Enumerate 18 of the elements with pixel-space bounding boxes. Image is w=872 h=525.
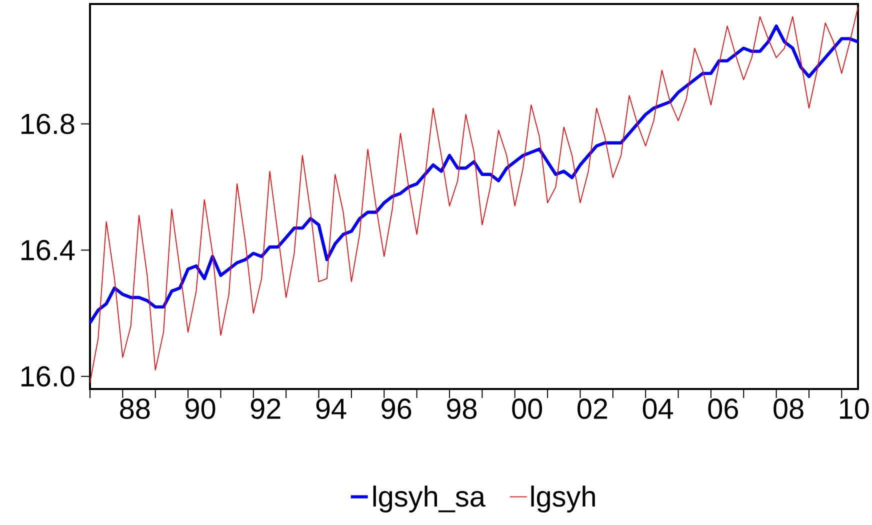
x-tick-label: 90 bbox=[186, 398, 216, 419]
x-tick-label: 94 bbox=[316, 398, 346, 419]
x-tick-label: 98 bbox=[447, 398, 477, 419]
x-tick-label: 04 bbox=[642, 398, 674, 419]
legend-label: lgsyh bbox=[531, 486, 595, 513]
line-series bbox=[90, 6, 858, 384]
x-tick-label: 96 bbox=[382, 398, 412, 419]
x-tick-label: 08 bbox=[774, 398, 804, 419]
x-tick-label: 06 bbox=[708, 398, 738, 419]
y-tick-label: 16.0 bbox=[21, 366, 74, 387]
x-tick-label: 10 bbox=[840, 398, 869, 419]
x-tick-label: 00 bbox=[512, 398, 542, 419]
y-tick-label: 16.8 bbox=[21, 114, 74, 134]
x-tick-label: 88 bbox=[120, 398, 150, 419]
x-tick-label: 02 bbox=[578, 398, 608, 419]
x-tick-label: 92 bbox=[250, 398, 280, 419]
legend-label: lgsyh_sa bbox=[373, 486, 486, 513]
y-tick-label: 16.4 bbox=[21, 240, 75, 260]
